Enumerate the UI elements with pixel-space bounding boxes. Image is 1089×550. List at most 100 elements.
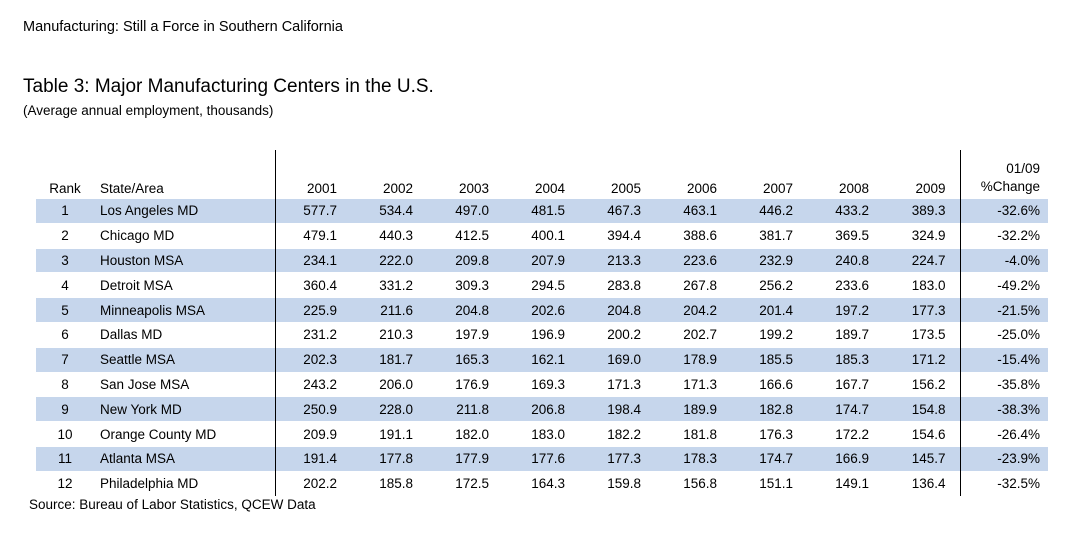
value-cell: 176.3 [731, 421, 807, 447]
value-cell: 467.3 [579, 198, 655, 224]
value-cell: 172.2 [807, 421, 883, 447]
table-row: 6 Dallas MD 231.2 210.3 197.9 196.9 200.2 202.7… [36, 321, 1048, 348]
rank-cell: 5 [36, 297, 94, 323]
value-cell: 479.1 [275, 222, 351, 249]
header-year: 2006 [686, 181, 717, 196]
value-cell: 233.6 [807, 272, 883, 298]
change-cell: -35.8% [960, 371, 1048, 397]
value-cell: 177.3 [579, 445, 655, 472]
value-cell: 200.2 [579, 321, 655, 348]
value-cell: 202.2 [275, 470, 351, 496]
value-cell: 222.0 [351, 247, 427, 273]
value-cell: 177.3 [883, 297, 961, 323]
area-cell: Houston MSA [94, 247, 276, 273]
value-cell: 189.9 [655, 396, 731, 422]
change-cell: -32.2% [960, 222, 1048, 249]
value-cell: 156.8 [655, 470, 731, 496]
rank-cell: 3 [36, 247, 94, 273]
value-cell: 199.2 [731, 321, 807, 348]
value-cell: 256.2 [731, 272, 807, 298]
value-cell: 178.3 [655, 445, 731, 472]
table-body: 1 Los Angeles MD 577.7 534.4 497.0 481.5 467.3… [36, 198, 1048, 496]
table-title: Table 3: Major Manufacturing Centers in … [23, 76, 434, 97]
value-cell: 223.6 [655, 247, 731, 273]
change-cell: -26.4% [960, 421, 1048, 447]
value-cell: 204.8 [579, 297, 655, 323]
value-cell: 145.7 [883, 445, 961, 472]
area-cell: Orange County MD [94, 421, 276, 447]
value-cell: 446.2 [731, 198, 807, 224]
value-cell: 151.1 [731, 470, 807, 496]
rank-cell: 1 [36, 198, 94, 224]
document-title: Manufacturing: Still a Force in Southern… [23, 19, 343, 35]
value-cell: 149.1 [807, 470, 883, 496]
change-cell: -32.6% [960, 198, 1048, 224]
value-cell: 206.0 [351, 371, 427, 397]
rank-cell: 12 [36, 470, 94, 496]
value-cell: 240.8 [807, 247, 883, 273]
value-cell: 182.8 [731, 396, 807, 422]
value-cell: 174.7 [731, 445, 807, 472]
change-cell: -21.5% [960, 297, 1048, 323]
value-cell: 360.4 [275, 272, 351, 298]
value-cell: 369.5 [807, 222, 883, 249]
value-cell: 224.7 [883, 247, 961, 273]
area-cell: Los Angeles MD [94, 198, 276, 224]
area-cell: Philadelphia MD [94, 470, 276, 496]
table-row: 4 Detroit MSA 360.4 331.2 309.3 294.5 283.8 267… [36, 272, 1048, 298]
value-cell: 209.9 [275, 421, 351, 447]
value-cell: 136.4 [883, 470, 961, 496]
source-note: Source: Bureau of Labor Statistics, QCEW… [29, 497, 316, 512]
value-cell: 182.0 [427, 421, 503, 447]
value-cell: 169.0 [579, 346, 655, 373]
value-cell: 176.9 [427, 371, 503, 397]
value-cell: 231.2 [275, 321, 351, 348]
value-cell: 196.9 [503, 321, 579, 348]
value-cell: 209.8 [427, 247, 503, 273]
header-area: State/Area [94, 150, 276, 199]
change-cell: -15.4% [960, 346, 1048, 373]
table-row: 11 Atlanta MSA 191.4 177.8 177.9 177.6 177.3 17… [36, 445, 1048, 472]
value-cell: 154.8 [883, 396, 961, 422]
table-subtitle: (Average annual employment, thousands) [23, 103, 274, 118]
value-cell: 177.8 [351, 445, 427, 472]
table-row: 2 Chicago MD 479.1 440.3 412.5 400.1 394.4 388.… [36, 222, 1048, 249]
value-cell: 201.4 [731, 297, 807, 323]
value-cell: 210.3 [351, 321, 427, 348]
table-row: 5 Minneapolis MSA 225.9 211.6 204.8 202.6 204.… [36, 297, 1048, 323]
value-cell: 294.5 [503, 272, 579, 298]
change-cell: -4.0% [960, 247, 1048, 273]
change-cell: -49.2% [960, 272, 1048, 298]
value-cell: 191.4 [275, 445, 351, 472]
value-cell: 173.5 [883, 321, 961, 348]
table-header-row: Rank State/Area 2001 2002 2003 2004 2005… [36, 150, 1048, 199]
value-cell: 202.6 [503, 297, 579, 323]
table-row: 10 Orange County MD 209.9 191.1 182.0 183.0 18… [36, 421, 1048, 447]
value-cell: 309.3 [427, 272, 503, 298]
rank-cell: 9 [36, 396, 94, 422]
value-cell: 204.8 [427, 297, 503, 323]
value-cell: 166.6 [731, 371, 807, 397]
value-cell: 185.3 [807, 346, 883, 373]
value-cell: 381.7 [731, 222, 807, 249]
table-row: 8 San Jose MSA 243.2 206.0 176.9 169.3 171.3 17… [36, 371, 1048, 397]
table-row: 7 Seattle MSA 202.3 181.7 165.3 162.1 169.0 178… [36, 346, 1048, 373]
table-row: 1 Los Angeles MD 577.7 534.4 497.0 481.5 467.3… [36, 198, 1048, 224]
value-cell: 463.1 [655, 198, 731, 224]
table-row: 3 Houston MSA 234.1 222.0 209.8 207.9 213.3 223… [36, 247, 1048, 273]
value-cell: 267.8 [655, 272, 731, 298]
value-cell: 324.9 [883, 222, 961, 249]
rank-cell: 11 [36, 445, 94, 472]
value-cell: 178.9 [655, 346, 731, 373]
value-cell: 171.3 [579, 371, 655, 397]
value-cell: 171.3 [655, 371, 731, 397]
value-cell: 189.7 [807, 321, 883, 348]
rank-cell: 10 [36, 421, 94, 447]
header-year: 2005 [610, 181, 641, 196]
value-cell: 169.3 [503, 371, 579, 397]
value-cell: 412.5 [427, 222, 503, 249]
value-cell: 283.8 [579, 272, 655, 298]
value-cell: 388.6 [655, 222, 731, 249]
change-cell: -38.3% [960, 396, 1048, 422]
value-cell: 166.9 [807, 445, 883, 472]
